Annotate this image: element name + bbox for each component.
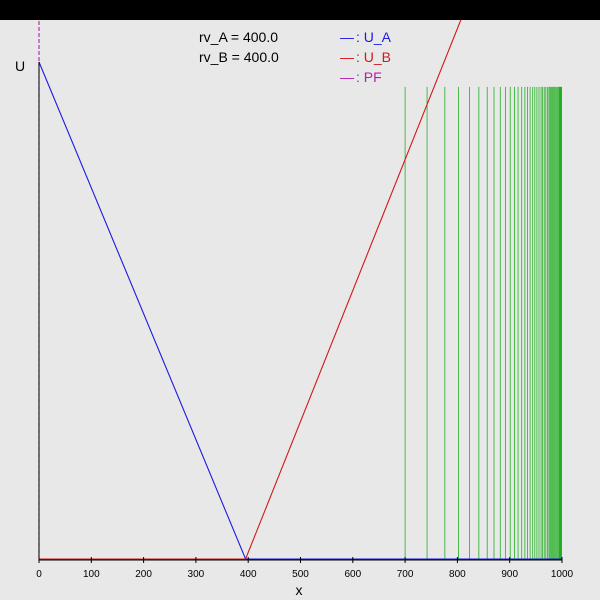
param-rv-b: rv_B = 400.0 <box>199 49 279 65</box>
legend-item-u-b: — : U_B <box>340 49 391 65</box>
x-tick-group: 0 100 200 300 400 500 600 700 800 900 1000 <box>36 557 574 580</box>
x-tick-label: 1000 <box>551 569 574 580</box>
param-rv-a: rv_A = 400.0 <box>199 29 278 45</box>
series-line-u-a <box>38 61 562 560</box>
y-axis-label: U <box>15 58 25 74</box>
x-axis-label: x <box>296 582 303 598</box>
legend-marker-pf: — <box>340 69 354 85</box>
legend: — : U_A — : U_B — : PF <box>340 29 392 85</box>
x-tick-label: 500 <box>292 569 309 580</box>
x-tick-label: 400 <box>240 569 257 580</box>
green-line-group <box>404 86 562 559</box>
legend-item-pf: — : PF <box>340 69 382 85</box>
series-line-u-b <box>39 20 462 560</box>
legend-label-pf: : PF <box>356 69 382 85</box>
series-group <box>38 20 562 560</box>
x-tick-label: 300 <box>188 569 205 580</box>
x-tick-label: 800 <box>449 569 466 580</box>
green-dense-band <box>559 86 562 559</box>
x-tick-label: 900 <box>501 569 518 580</box>
x-tick-label: 700 <box>397 569 414 580</box>
x-tick-label: 0 <box>36 569 42 580</box>
window-top-bar <box>0 0 600 20</box>
legend-label-u-b: : U_B <box>356 49 391 65</box>
legend-label-u-a: : U_A <box>356 29 392 45</box>
x-tick-label: 600 <box>344 569 361 580</box>
legend-marker-u-b: — <box>340 49 354 65</box>
x-tick-label: 100 <box>83 569 100 580</box>
legend-marker-u-a: — <box>340 29 354 45</box>
legend-item-u-a: — : U_A <box>340 29 392 45</box>
x-tick-label: 200 <box>135 569 152 580</box>
